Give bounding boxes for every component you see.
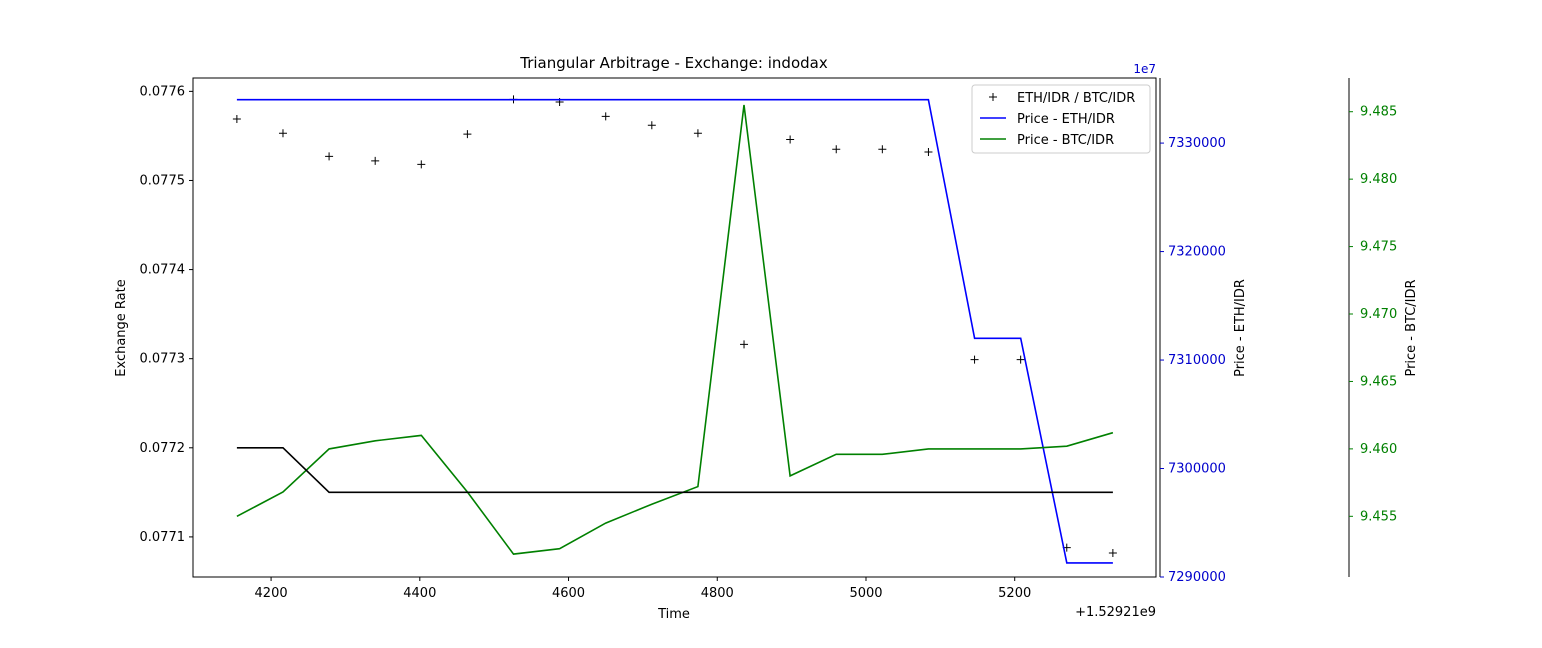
btc-idr-axis-tick-label: 9.455 bbox=[1360, 509, 1397, 524]
left-axis-tick-label: 0.0771 bbox=[140, 530, 186, 545]
data-point-eth-idr-btc-idr bbox=[1016, 355, 1025, 364]
data-point-eth-idr-btc-idr bbox=[601, 112, 610, 121]
plot-layer bbox=[232, 95, 1117, 564]
eth-idr-axis-tick-label: 7310000 bbox=[1168, 353, 1226, 368]
data-point-eth-idr-btc-idr bbox=[786, 135, 795, 144]
x-tick-label: 5000 bbox=[849, 586, 882, 601]
left-axis-tick-label: 0.0772 bbox=[140, 441, 186, 456]
btc-idr-axis-tick-label: 9.460 bbox=[1360, 442, 1397, 457]
data-point-eth-idr-btc-idr bbox=[832, 145, 841, 154]
left-axis-label: Exchange Rate bbox=[114, 279, 129, 376]
eth-idr-axis-label: Price - ETH/IDR bbox=[1233, 279, 1248, 377]
eth-idr-axis-multiplier: 1e7 bbox=[1133, 62, 1156, 76]
x-tick-label: 4600 bbox=[552, 586, 585, 601]
series-line-price-btc-idr bbox=[236, 104, 1114, 555]
btc-idr-axis-tick-label: 9.485 bbox=[1360, 105, 1397, 120]
data-point-eth-idr-btc-idr bbox=[463, 130, 472, 139]
data-point-eth-idr-btc-idr bbox=[740, 340, 749, 349]
series-line-reference bbox=[236, 446, 1113, 494]
legend-label: Price - BTC/IDR bbox=[1017, 133, 1114, 148]
x-tick-label: 5200 bbox=[998, 586, 1031, 601]
data-point-eth-idr-btc-idr bbox=[878, 145, 887, 154]
eth-idr-axis-tick-label: 7300000 bbox=[1168, 462, 1226, 477]
eth-idr-axis-tick-label: 7320000 bbox=[1168, 245, 1226, 260]
data-point-eth-idr-btc-idr bbox=[325, 152, 334, 161]
data-point-eth-idr-btc-idr bbox=[647, 121, 656, 130]
btc-idr-axis-label: Price - BTC/IDR bbox=[1404, 279, 1419, 376]
x-tick-label: 4400 bbox=[403, 586, 436, 601]
btc-idr-axis-tick-label: 9.480 bbox=[1360, 172, 1397, 187]
plot-frame bbox=[192, 77, 1157, 578]
legend-label: Price - ETH/IDR bbox=[1017, 112, 1115, 127]
btc-idr-axis-tick-label: 9.470 bbox=[1360, 307, 1397, 322]
data-point-eth-idr-btc-idr bbox=[970, 355, 979, 364]
eth-idr-axis-tick-label: 7290000 bbox=[1168, 570, 1226, 585]
data-point-eth-idr-btc-idr bbox=[1108, 548, 1117, 557]
legend-swatch bbox=[989, 93, 997, 101]
legend: ETH/IDR / BTC/IDR Price - ETH/IDR Price - … bbox=[971, 84, 1151, 154]
data-point-eth-idr-btc-idr bbox=[278, 129, 287, 138]
x-tick-label: 4200 bbox=[255, 586, 288, 601]
x-axis-label: Time bbox=[657, 607, 690, 622]
btc-idr-axis-tick-label: 9.475 bbox=[1360, 240, 1397, 255]
x-axis-offset-label: +1.52921e9 bbox=[1075, 605, 1156, 620]
eth-idr-axis-tick-label: 7330000 bbox=[1168, 136, 1226, 151]
btc-idr-axis-tick-label: 9.465 bbox=[1360, 374, 1397, 389]
x-tick-label: 4800 bbox=[701, 586, 734, 601]
data-point-eth-idr-btc-idr bbox=[693, 129, 702, 138]
left-axis-tick-label: 0.0774 bbox=[140, 263, 186, 278]
chart-title: Triangular Arbitrage - Exchange: indodax bbox=[519, 54, 828, 72]
left-axis-tick-label: 0.0776 bbox=[140, 84, 186, 99]
legend-box bbox=[971, 84, 1151, 154]
data-point-eth-idr-btc-idr bbox=[417, 160, 426, 169]
series-line-price-eth-idr bbox=[236, 98, 1113, 564]
axes-layer: 4200 4400 4600 4800 5000 5200 0.0771 0.0772 0.07… bbox=[140, 77, 1397, 601]
left-axis-tick-label: 0.0773 bbox=[140, 352, 186, 367]
legend-label: ETH/IDR / BTC/IDR bbox=[1017, 91, 1135, 106]
data-point-eth-idr-btc-idr bbox=[371, 156, 380, 165]
data-point-eth-idr-btc-idr bbox=[924, 147, 933, 156]
data-point-eth-idr-btc-idr bbox=[232, 114, 241, 123]
left-axis-tick-label: 0.0775 bbox=[140, 173, 186, 188]
